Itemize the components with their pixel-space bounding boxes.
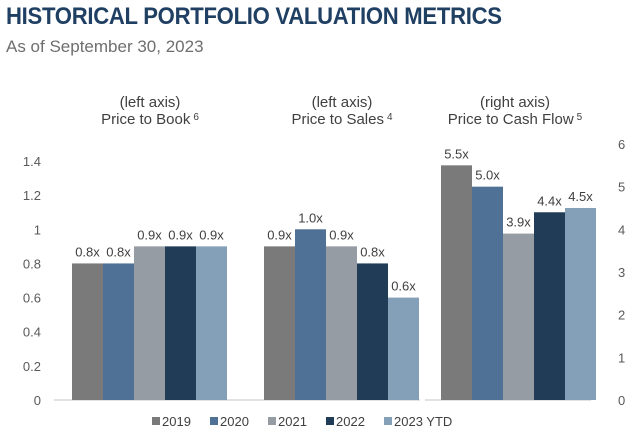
chart-subtitle: As of September 30, 2023 [6,37,204,56]
right-axis-tick-label: 3 [618,265,625,280]
panel-footnote: 5 [577,112,583,123]
bar-price-to-book-2021 [134,246,165,400]
left-axis-tick-label: 0.8 [23,256,41,271]
legend-label: 2023 YTD [394,414,452,429]
legend-label: 2022 [336,414,365,429]
data-label: 0.9x [199,227,224,242]
left-axis-tick-label: 0.2 [23,359,41,374]
left-axis-tick-label: 1.4 [23,154,41,169]
chart-title: HISTORICAL PORTFOLIO VALUATION METRICS [6,3,502,30]
bar-price-to-book-2022 [165,246,196,400]
bar-price-to-cash-flow-2020 [472,186,503,400]
left-axis-tick-label: 0.6 [23,291,41,306]
bar-price-to-cash-flow-2021 [503,233,534,400]
panel-axis-note: (right axis) [480,94,550,111]
data-label: 0.9x [137,227,162,242]
panel-title: Price to Cash Flow 5 [448,111,583,128]
bar-price-to-sales-2022 [357,263,388,400]
legend-swatch [326,417,334,425]
legend-label: 2019 [162,414,191,429]
left-axis-tick-label: 0 [34,393,41,408]
left-axis-tick-label: 1.2 [23,188,41,203]
right-axis-tick-label: 2 [618,308,625,323]
data-label: 5.0x [475,168,500,183]
right-axis-tick-label: 4 [618,222,625,237]
bar-price-to-cash-flow-2022 [534,212,565,400]
legend-swatch [268,417,276,425]
right-axis-tick-label: 6 [618,137,625,152]
data-label: 1.0x [298,210,323,225]
bar-price-to-sales-2019 [264,246,295,400]
data-label: 4.4x [537,193,562,208]
panel-title: Price to Book 6 [101,111,199,128]
bar-price-to-sales-2020 [295,229,326,400]
legend-label: 2021 [278,414,307,429]
data-label: 0.8x [75,244,100,259]
legend-swatch [384,417,392,425]
data-label: 0.9x [168,227,193,242]
data-label: 0.6x [391,279,416,294]
panel-footnote: 6 [193,112,199,123]
bar-price-to-cash-flow-2023-ytd [565,208,596,400]
panel-title: Price to Sales 4 [291,111,393,128]
bar-price-to-cash-flow-2019 [441,165,472,400]
right-axis-tick-label: 0 [618,393,625,408]
data-label: 0.8x [360,244,385,259]
bar-price-to-book-2020 [103,263,134,400]
left-axis-tick-label: 1 [34,222,41,237]
data-label: 3.9x [506,215,531,230]
data-label: 4.5x [568,189,593,204]
data-label: 5.5x [444,146,469,161]
bar-price-to-book-2023-ytd [196,246,227,400]
data-label: 0.9x [329,227,354,242]
left-axis-tick-label: 0.4 [23,325,41,340]
data-label: 0.8x [106,244,131,259]
bar-price-to-book-2019 [72,263,103,400]
legend-swatch [152,417,160,425]
bar-price-to-sales-2021 [326,246,357,400]
legend-swatch [210,417,218,425]
panel-axis-note: (left axis) [120,94,181,111]
panel-axis-note: (left axis) [312,94,373,111]
panel-footnote: 4 [387,112,393,123]
bar-price-to-sales-2023-ytd [388,297,419,400]
right-axis-tick-label: 5 [618,180,625,195]
legend-label: 2020 [220,414,249,429]
data-label: 0.9x [267,227,292,242]
right-axis-tick-label: 1 [618,350,625,365]
